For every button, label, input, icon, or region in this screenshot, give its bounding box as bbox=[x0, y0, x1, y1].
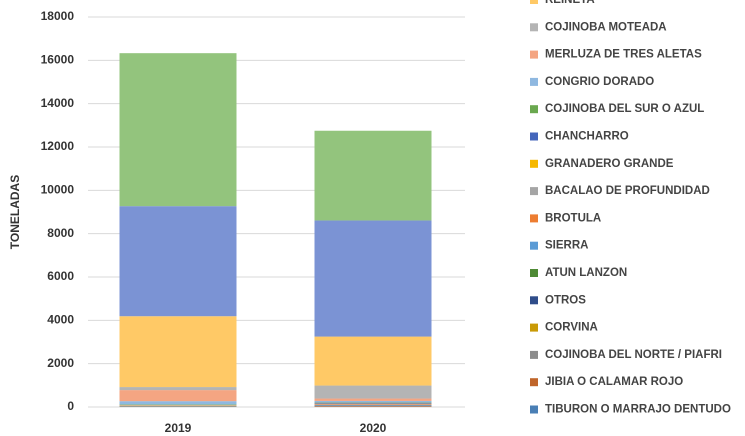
legend-swatch bbox=[530, 296, 538, 305]
bar-segment bbox=[314, 220, 432, 337]
legend-text: JIBIA O CALAMAR ROJO bbox=[545, 376, 683, 388]
bar-segment bbox=[314, 398, 432, 401]
bar-segment bbox=[119, 401, 237, 405]
legend-text: OTROS bbox=[545, 294, 586, 306]
y-tick-label: 4000 bbox=[47, 313, 74, 327]
legend-swatch bbox=[530, 105, 538, 114]
legend-text: CONGRIO DORADO bbox=[545, 76, 654, 88]
legend-text: REINETA bbox=[545, 0, 595, 6]
y-tick-label: 10000 bbox=[41, 183, 75, 197]
y-tick-label: 6000 bbox=[47, 269, 74, 283]
legend-swatch bbox=[530, 323, 538, 332]
x-tick-label: 2020 bbox=[360, 421, 387, 435]
bar-segment bbox=[314, 336, 432, 386]
bar-segment bbox=[119, 206, 237, 317]
bar-segment bbox=[314, 400, 432, 403]
y-tick-label: 12000 bbox=[41, 139, 75, 153]
y-tick-label: 18000 bbox=[41, 9, 75, 23]
bar-segment bbox=[314, 402, 432, 404]
legend-swatch bbox=[530, 241, 538, 250]
legend-text: ATUN LANZON bbox=[545, 267, 627, 279]
legend-text: CHANCHARRO bbox=[545, 131, 629, 143]
legend-swatch bbox=[530, 132, 538, 141]
legend-text: COJINOBA MOTEADA bbox=[545, 21, 667, 33]
legend-swatch bbox=[530, 77, 538, 86]
legend-text: BACALAO DE PROFUNDIDAD bbox=[545, 185, 710, 197]
x-tick-label: 2019 bbox=[165, 421, 192, 435]
legend-swatch bbox=[530, 350, 538, 359]
y-tick-label: 8000 bbox=[47, 226, 74, 240]
legend-swatch bbox=[530, 187, 538, 196]
bar-segment bbox=[314, 385, 432, 399]
bar-segment bbox=[119, 53, 237, 207]
y-tick-label: 16000 bbox=[41, 53, 75, 67]
legend-swatch bbox=[530, 23, 538, 32]
legend-swatch bbox=[530, 378, 538, 387]
bar-segment bbox=[314, 406, 432, 407]
legend-swatch bbox=[530, 0, 538, 4]
legend-text: MERLUZA DE TRES ALETAS bbox=[545, 49, 702, 61]
legend-text: COJINOBA DEL NORTE / PIAFRI bbox=[545, 349, 722, 361]
bar-segment bbox=[119, 316, 237, 388]
legend-text: BROTULA bbox=[545, 212, 601, 224]
legend-text: CORVINA bbox=[545, 322, 598, 334]
legend-swatch bbox=[530, 269, 538, 277]
bar-segment bbox=[314, 130, 432, 221]
y-tick-label: 14000 bbox=[41, 96, 75, 110]
legend-text: TIBURON O MARRAJO DENTUDO bbox=[545, 404, 731, 416]
y-axis-label: TONELADAS bbox=[8, 175, 22, 249]
y-tick-label: 0 bbox=[67, 399, 74, 413]
bar-segment bbox=[314, 404, 432, 405]
y-tick-label: 2000 bbox=[47, 356, 74, 370]
legend-swatch bbox=[530, 214, 538, 223]
legend-text: SIERRA bbox=[545, 240, 588, 252]
legend-swatch bbox=[530, 159, 538, 168]
bar-segment bbox=[119, 390, 237, 402]
bar-segment bbox=[119, 387, 237, 391]
legend-text: GRANADERO GRANDE bbox=[545, 158, 674, 170]
legend-swatch bbox=[530, 50, 538, 59]
legend-swatch bbox=[530, 405, 538, 414]
legend-text: COJINOBA DEL SUR O AZUL bbox=[545, 103, 704, 115]
